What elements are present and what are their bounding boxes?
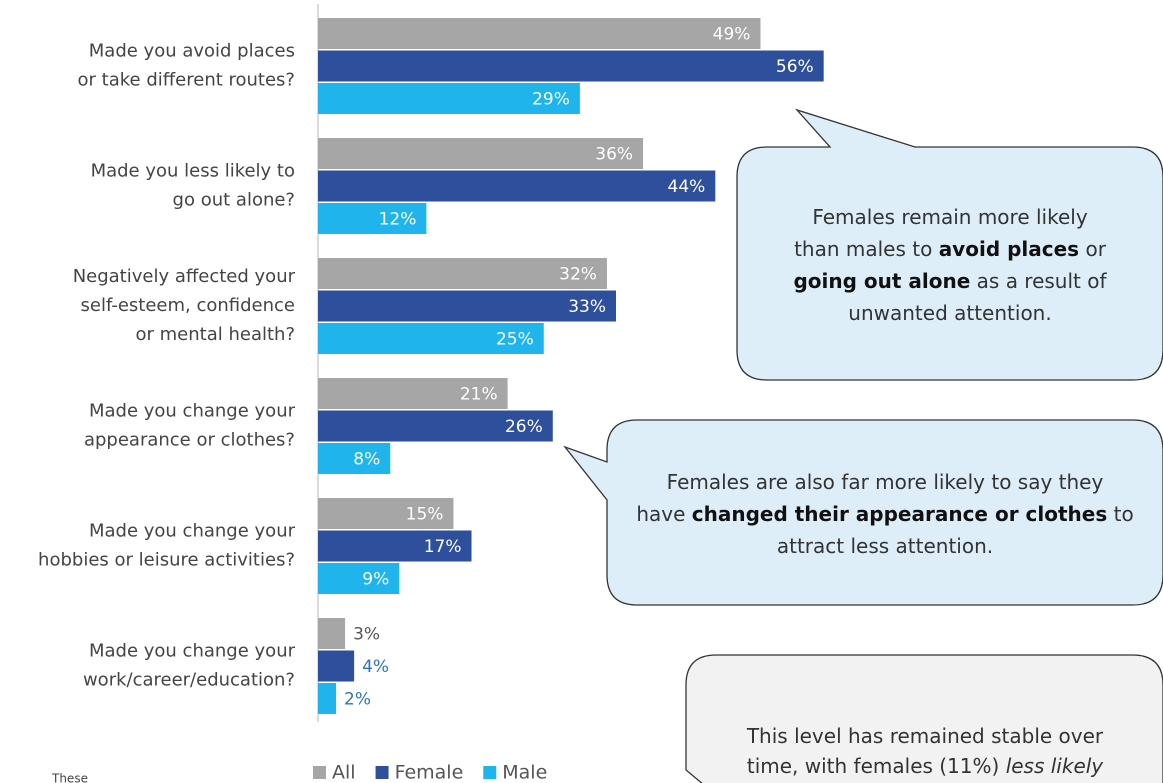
callout-bubble [563, 419, 1163, 606]
value-label: 33% [568, 297, 606, 317]
value-label: 4% [362, 657, 389, 677]
category-label: hobbies or leisure activities? [38, 550, 295, 571]
bar [318, 618, 346, 649]
category-label: Made you less likely to [91, 161, 295, 182]
footnote: These [51, 772, 88, 783]
callout-text: attract less attention. [777, 534, 993, 558]
bar [318, 83, 580, 114]
category-label: self-esteem, confidence [81, 295, 295, 316]
value-label: 17% [424, 537, 462, 557]
bar [318, 50, 824, 82]
value-label: 2% [344, 690, 371, 710]
callout-text: This level has remained stable over [746, 724, 1104, 748]
value-label: 32% [559, 265, 597, 285]
bar [318, 203, 427, 234]
category-label: Negatively affected your [73, 266, 296, 287]
callout-text: Females are also far more likely to say … [667, 470, 1104, 494]
value-label: 21% [460, 385, 498, 405]
callout-text: time, with females (11%) less likely [747, 754, 1104, 778]
legend-swatch [375, 766, 389, 779]
value-label: 44% [668, 177, 706, 197]
callout-segment: time, with females (11%) [747, 754, 1006, 778]
value-label: 12% [379, 210, 417, 230]
value-label: 8% [353, 450, 380, 470]
legend-label: Male [502, 762, 547, 783]
callout-segment: as a result of [970, 269, 1107, 293]
bar [318, 410, 553, 442]
category-label: Made you change your [89, 521, 296, 542]
callout-segment: changed their appearance or clothes [692, 502, 1108, 526]
callout-segment: unwanted attention. [848, 301, 1051, 325]
category-label: Made you avoid places [89, 41, 295, 62]
bar [318, 170, 716, 202]
value-label: 3% [353, 625, 380, 645]
callout-bubble [685, 654, 1163, 783]
value-label: 9% [362, 570, 389, 590]
legend-label: Female [395, 762, 464, 783]
bar [318, 443, 391, 474]
callout-text: have changed their appearance or clothes… [636, 502, 1133, 526]
callout-segment: Females remain more likely [812, 205, 1088, 229]
value-label: 49% [713, 25, 751, 45]
callout-text: than males to avoid places or [794, 237, 1107, 261]
bar [318, 563, 400, 594]
callout-segment: to [1107, 502, 1133, 526]
value-label: 25% [496, 330, 534, 350]
category-label: or take different routes? [78, 70, 295, 91]
callout-text: Females remain more likely [812, 205, 1088, 229]
callout-segment: avoid places [939, 237, 1079, 261]
legend-swatch [313, 766, 326, 779]
category-label: work/career/education? [83, 670, 295, 691]
category-label: appearance or clothes? [84, 430, 295, 451]
callout-text: unwanted attention. [848, 301, 1051, 325]
callout-segment: attract less attention. [777, 534, 993, 558]
value-label: 15% [406, 505, 444, 525]
callout-segment: than males to [794, 237, 939, 261]
category-label: Made you change your [89, 641, 296, 662]
category-label: or mental health? [136, 324, 296, 345]
callout-segment: This level has remained stable over [746, 724, 1104, 748]
callout-segment: going out alone [793, 269, 970, 293]
legend-swatch [483, 766, 497, 779]
legend-label: All [332, 762, 356, 783]
bar [318, 290, 616, 322]
value-label: 36% [595, 145, 633, 165]
bar [318, 378, 508, 409]
callout-bubble [736, 108, 1163, 381]
bar [318, 530, 472, 562]
bar [318, 258, 607, 289]
value-label: 29% [532, 90, 570, 110]
callout-text: going out alone as a result of [793, 269, 1107, 293]
callout-segment: have [636, 502, 691, 526]
callout-segment: or [1079, 237, 1107, 261]
bar [318, 683, 337, 714]
callout-segment: Females are also far more likely to say … [667, 470, 1104, 494]
bar [318, 138, 644, 169]
bar [318, 323, 544, 354]
category-label: Made you change your [89, 401, 296, 422]
value-label: 26% [505, 417, 543, 437]
bar [318, 650, 355, 682]
value-label: 56% [776, 57, 814, 77]
bar [318, 498, 454, 529]
category-label: go out alone? [173, 190, 295, 211]
callout-segment: less likely [1006, 754, 1105, 778]
bar [318, 18, 761, 49]
